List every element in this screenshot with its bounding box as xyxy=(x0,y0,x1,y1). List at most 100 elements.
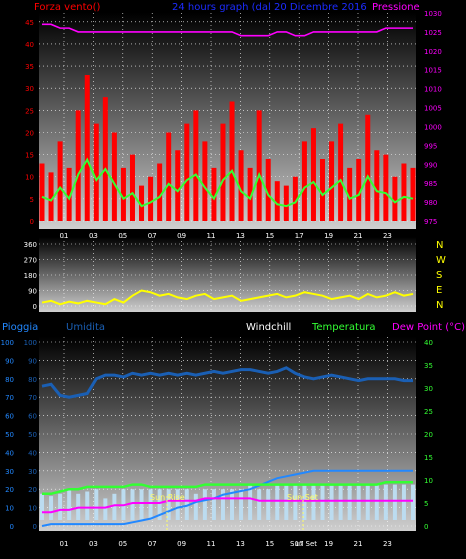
pressure-tick-label: 1005 xyxy=(424,105,442,113)
pressure-tick-label: 1000 xyxy=(424,123,442,131)
direction-tick-label: 0 xyxy=(33,303,37,311)
hour-tick-label: 07 xyxy=(148,540,157,548)
compass-label: N xyxy=(436,240,443,251)
pressure-tick-label: 990 xyxy=(424,161,437,169)
wind-tick-label: 20 xyxy=(25,129,34,137)
wind-tick-label: 30 xyxy=(25,85,34,93)
wind-tick-label: 40 xyxy=(25,41,34,49)
rain-tick-label: 70 xyxy=(5,394,14,402)
rain-tick-label: 0 xyxy=(10,523,14,531)
wind-tick-label: 25 xyxy=(25,107,34,115)
rain-tick-label: 20 xyxy=(5,486,14,494)
rain-line xyxy=(41,469,413,527)
wind-tick-label: 5 xyxy=(30,196,34,204)
rain-legend: Pioggia xyxy=(2,322,38,333)
temperature-line xyxy=(42,481,413,496)
sunrise-label: Sun Rise xyxy=(150,493,185,502)
rain-tick-label: 90 xyxy=(5,357,14,365)
hour-tick-label: 21 xyxy=(354,232,363,240)
hour-tick-label: 09 xyxy=(177,232,186,240)
hour-tick-label: 21 xyxy=(354,540,363,548)
hour-tick-label: 07 xyxy=(148,232,157,240)
direction-panel xyxy=(39,237,416,312)
hour-tick-label: 01 xyxy=(60,232,69,240)
direction-tick-label: 90 xyxy=(28,288,37,296)
sunset-tick-label: Sun Set xyxy=(290,540,317,548)
direction-tick-label: 270 xyxy=(24,257,37,265)
hour-tick-label: 15 xyxy=(265,232,274,240)
humidity-line xyxy=(41,366,413,399)
rain-tick-label: 10 xyxy=(5,505,14,513)
wind-title: Forza vento() xyxy=(34,2,101,13)
hour-tick-label: 15 xyxy=(265,540,274,548)
hour-tick-label: 11 xyxy=(207,232,216,240)
humidity-tick-label: 70 xyxy=(28,394,37,402)
humidity-tick-label: 100 xyxy=(24,339,37,347)
temperature-tick-label: 5 xyxy=(424,500,428,508)
sunset-label: Sun Set xyxy=(287,493,318,502)
hour-tick-label: 23 xyxy=(383,232,392,240)
hour-tick-label: 19 xyxy=(324,232,333,240)
temperature-tick-label: 15 xyxy=(424,454,433,462)
wind-tick-label: 0 xyxy=(30,218,34,226)
humidity-tick-label: 50 xyxy=(28,431,37,439)
wind-panel xyxy=(39,13,416,229)
temperature-tick-label: 25 xyxy=(424,408,433,416)
pressure-tick-label: 1020 xyxy=(424,48,442,56)
temperature-tick-label: 35 xyxy=(424,362,433,370)
direction-tick-label: 360 xyxy=(24,241,37,249)
humidity-tick-label: 60 xyxy=(28,413,37,421)
temperature-tick-label: 40 xyxy=(424,339,433,347)
direction-tick-label: 180 xyxy=(24,272,37,280)
pressure-tick-label: 1010 xyxy=(424,86,442,94)
hour-tick-label: 17 xyxy=(295,232,304,240)
pressure-tick-label: 985 xyxy=(424,180,437,188)
humidity-tick-label: 10 xyxy=(28,505,37,513)
temperature-legend: Temperatura xyxy=(311,322,376,333)
wind-tick-label: 45 xyxy=(25,19,34,27)
dewpoint-legend: Dew Point (°C) xyxy=(392,322,465,333)
hour-tick-label: 09 xyxy=(177,540,186,548)
humidity-tick-label: 80 xyxy=(28,376,37,384)
wind-average-line xyxy=(41,157,414,208)
pressure-tick-label: 980 xyxy=(424,199,437,207)
hour-tick-label: 05 xyxy=(118,232,127,240)
humidity-series xyxy=(40,366,415,527)
compass-label: E xyxy=(436,285,442,296)
rain-tick-label: 100 xyxy=(1,339,14,347)
hour-tick-label: 01 xyxy=(60,540,69,548)
wind-grid xyxy=(39,13,416,222)
compass-label: W xyxy=(436,255,446,266)
rain-tick-label: 50 xyxy=(5,431,14,439)
pressure-line xyxy=(42,23,413,37)
humidity-tick-label: 20 xyxy=(28,486,37,494)
rain-tick-label: 60 xyxy=(5,413,14,421)
hour-tick-label: 03 xyxy=(89,540,98,548)
pressure-tick-label: 1025 xyxy=(424,29,442,37)
direction-series xyxy=(41,289,414,306)
wind-tick-label: 35 xyxy=(25,63,34,71)
compass-label: N xyxy=(436,300,443,311)
wind-tick-label: 15 xyxy=(25,152,34,160)
temperature-tick-label: 20 xyxy=(424,431,433,439)
humidity-tick-label: 90 xyxy=(28,357,37,365)
humidity-tick-label: 40 xyxy=(28,449,37,457)
hour-tick-label: 05 xyxy=(118,540,127,548)
rain-tick-label: 80 xyxy=(5,376,14,384)
pressure-tick-label: 1015 xyxy=(424,67,442,75)
humidity-grid xyxy=(39,337,416,531)
hour-tick-label: 03 xyxy=(89,232,98,240)
humidity-legend: Umidita xyxy=(66,322,105,333)
hour-tick-label: 13 xyxy=(236,232,245,240)
direction-grid xyxy=(39,237,416,312)
pressure-title: Pressione xyxy=(372,2,420,13)
hour-tick-label: 19 xyxy=(324,540,333,548)
hour-tick-label: 17 xyxy=(295,540,304,548)
rain-tick-label: 30 xyxy=(5,468,14,476)
direction-line xyxy=(41,289,414,306)
temperature-tick-label: 0 xyxy=(424,523,428,531)
hour-tick-label: 11 xyxy=(207,540,216,548)
compass-label: S xyxy=(436,270,442,281)
temperature-tick-label: 10 xyxy=(424,477,433,485)
